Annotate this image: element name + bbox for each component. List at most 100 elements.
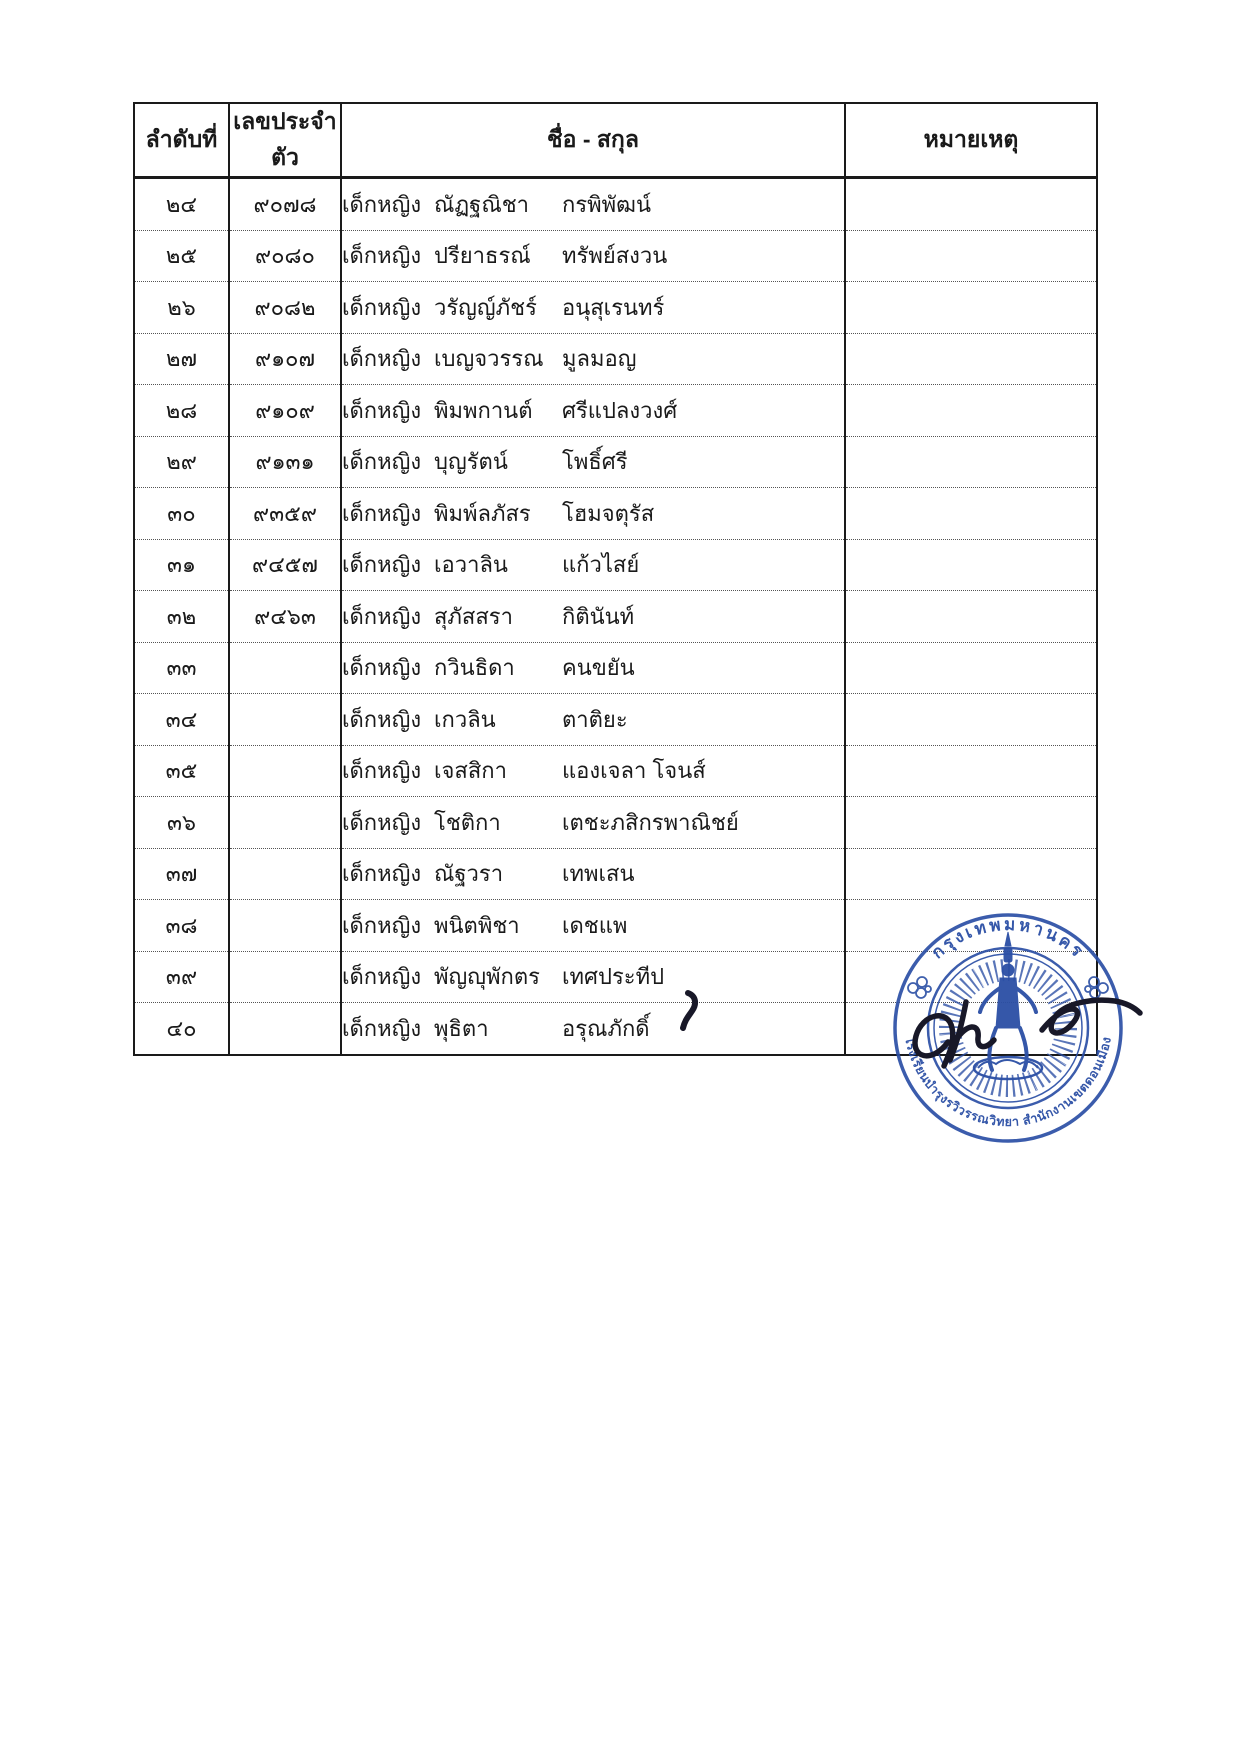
- order-number-cell: ๓๗: [133, 847, 230, 900]
- header-name-surname: ชื่อ - สกุล: [340, 103, 846, 179]
- order-number-cell: ๒๔: [133, 177, 230, 230]
- student-title: เด็กหญิง: [342, 449, 422, 475]
- order-number-cell: ๒๕: [133, 229, 230, 282]
- table-row: ๒๗ ๙๑๐๗ เด็กหญิง เบญจวรรณ มูลมอญ: [133, 332, 1098, 385]
- student-name-cell: เด็กหญิง ปรียาธรณ์ ทรัพย์สงวน: [340, 229, 846, 282]
- order-number-cell: ๒๗: [133, 332, 230, 385]
- table-header-row: ลำดับที่ เลขประจำตัว ชื่อ - สกุล หมายเหต…: [133, 103, 1098, 179]
- student-last-name: แก้วไสย์: [562, 552, 640, 578]
- student-name-cell: เด็กหญิง พัญญุพักตร เทศประทีป: [340, 950, 846, 1003]
- student-title: เด็กหญิง: [342, 912, 422, 938]
- student-id-cell: ๙๐๘๒: [228, 281, 342, 333]
- order-number-cell: ๒๖: [133, 281, 230, 333]
- student-name-cell: เด็กหญิง ณัฏฐณิชา กรพิพัฒน์: [340, 177, 846, 230]
- student-first-name: พุธิตา: [434, 1015, 489, 1041]
- student-name-cell: เด็กหญิง โชติกา เตชะภสิกรพาณิชย์: [340, 796, 846, 848]
- table-row: ๓๓ เด็กหญิง กวินธิดา คนขยัน: [133, 641, 1098, 694]
- table-row: ๓๒ ๙๔๖๓ เด็กหญิง สุภัสสรา กิตินันท์: [133, 590, 1098, 642]
- student-title: เด็กหญิง: [342, 809, 422, 835]
- student-id-cell: [228, 1002, 342, 1055]
- table-row: ๒๖ ๙๐๘๒ เด็กหญิง วรัญญ์ภัชร์ อนุสุเรนทร์: [133, 281, 1098, 333]
- order-number-cell: ๓๒: [133, 590, 230, 642]
- student-title: เด็กหญิง: [342, 552, 422, 578]
- student-name-cell: เด็กหญิง พิมพกานต์ ศรีแปลงวงศ์: [340, 384, 846, 436]
- remark-cell: [844, 281, 1098, 333]
- student-title: เด็กหญิง: [342, 706, 422, 732]
- remark-cell: [844, 487, 1098, 539]
- flower-ornament-left: [907, 976, 932, 999]
- student-id-cell: ๙๑๐๗: [228, 332, 342, 385]
- student-last-name: กิตินันท์: [562, 603, 635, 629]
- student-id-cell: ๙๐๗๘: [228, 177, 342, 230]
- student-last-name: เทพเสน: [562, 861, 635, 887]
- student-id-cell: ๙๓๕๙: [228, 487, 342, 539]
- table-row: ๓๐ ๙๓๕๙ เด็กหญิง พิมพ์ลภัสร โฮมจตุรัส: [133, 487, 1098, 539]
- order-number-cell: ๓๙: [133, 950, 230, 1003]
- table-row: ๓๖ เด็กหญิง โชติกา เตชะภสิกรพาณิชย์: [133, 796, 1098, 848]
- table-row: ๒๕ ๙๐๘๐ เด็กหญิง ปรียาธรณ์ ทรัพย์สงวน: [133, 229, 1098, 282]
- student-name-cell: เด็กหญิง สุภัสสรา กิตินันท์: [340, 590, 846, 642]
- student-name-cell: เด็กหญิง เอวาลิน แก้วไสย์: [340, 538, 846, 591]
- student-name-cell: เด็กหญิง ณัฐวรา เทพเสน: [340, 847, 846, 900]
- student-first-name: บุญรัตน์: [434, 449, 508, 475]
- order-number-cell: ๒๘: [133, 384, 230, 436]
- student-id-cell: ๙๑๓๑: [228, 435, 342, 488]
- table-row: ๒๔ ๙๐๗๘ เด็กหญิง ณัฏฐณิชา กรพิพัฒน์: [133, 177, 1098, 230]
- student-title: เด็กหญิง: [342, 603, 422, 629]
- order-number-cell: ๓๐: [133, 487, 230, 539]
- student-id-cell: [228, 899, 342, 951]
- order-number-cell: ๓๖: [133, 796, 230, 848]
- remark-cell: [844, 229, 1098, 282]
- student-last-name: คนขยัน: [562, 655, 635, 681]
- student-last-name: เตชะภสิกรพาณิชย์: [562, 809, 739, 835]
- remark-cell: [844, 796, 1098, 848]
- student-first-name: สุภัสสรา: [434, 603, 513, 629]
- student-title: เด็กหญิง: [342, 294, 422, 320]
- student-id-cell: [228, 693, 342, 745]
- student-title: เด็กหญิง: [342, 861, 422, 887]
- student-id-cell: [228, 641, 342, 694]
- student-title: เด็กหญิง: [342, 758, 422, 784]
- student-first-name: เอวาลิน: [434, 552, 508, 578]
- remark-cell: [844, 590, 1098, 642]
- student-name-cell: เด็กหญิง เกวลิน ตาติยะ: [340, 693, 846, 745]
- student-first-name: พัญญุพักตร: [434, 964, 540, 990]
- student-table-body: ๒๔ ๙๐๗๘ เด็กหญิง ณัฏฐณิชา กรพิพัฒน์ ๒๕ ๙…: [133, 177, 1098, 1055]
- student-first-name: พิมพกานต์: [434, 397, 533, 423]
- remark-cell: [844, 384, 1098, 436]
- student-title: เด็กหญิง: [342, 346, 422, 372]
- remark-cell: [844, 847, 1098, 900]
- student-name-cell: เด็กหญิง เบญจวรรณ มูลมอญ: [340, 332, 846, 385]
- student-last-name: ศรีแปลงวงศ์: [562, 397, 678, 423]
- student-first-name: วรัญญ์ภัชร์: [434, 294, 537, 320]
- order-number-cell: ๔๐: [133, 1002, 230, 1055]
- table-row: ๓๘ เด็กหญิง พนิตพิชา เดชแพ: [133, 899, 1098, 951]
- student-name-cell: เด็กหญิง กวินธิดา คนขยัน: [340, 641, 846, 694]
- student-first-name: พิมพ์ลภัสร: [434, 500, 531, 526]
- student-last-name: อนุสุเรนทร์: [562, 294, 665, 320]
- student-last-name: เทศประทีป: [562, 964, 665, 990]
- order-number-cell: ๓๔: [133, 693, 230, 745]
- student-first-name: ณัฐวรา: [434, 861, 504, 887]
- student-id-cell: [228, 847, 342, 900]
- student-name-cell: เด็กหญิง พิมพ์ลภัสร โฮมจตุรัส: [340, 487, 846, 539]
- student-first-name: เกวลิน: [434, 706, 496, 732]
- student-name-cell: เด็กหญิง พนิตพิชา เดชแพ: [340, 899, 846, 951]
- student-name-cell: เด็กหญิง พุธิตา อรุณภักดิ์: [340, 1002, 846, 1055]
- student-title: เด็กหญิง: [342, 243, 422, 269]
- order-number-cell: ๓๕: [133, 744, 230, 797]
- student-name-cell: เด็กหญิง วรัญญ์ภัชร์ อนุสุเรนทร์: [340, 281, 846, 333]
- student-id-cell: ๙๔๕๗: [228, 538, 342, 591]
- student-id-cell: [228, 744, 342, 797]
- student-id-cell: [228, 796, 342, 848]
- student-first-name: เบญจวรรณ: [434, 346, 544, 372]
- remark-cell: [844, 744, 1098, 797]
- student-first-name: ณัฏฐณิชา: [434, 191, 530, 217]
- student-title: เด็กหญิง: [342, 1015, 422, 1041]
- student-title: เด็กหญิง: [342, 397, 422, 423]
- student-last-name: มูลมอญ: [562, 346, 637, 372]
- student-first-name: พนิตพิชา: [434, 912, 520, 938]
- indra-erawan-emblem: [972, 931, 1044, 1081]
- student-last-name: ตาติยะ: [562, 706, 628, 732]
- flower-ornament-right: [1084, 976, 1109, 999]
